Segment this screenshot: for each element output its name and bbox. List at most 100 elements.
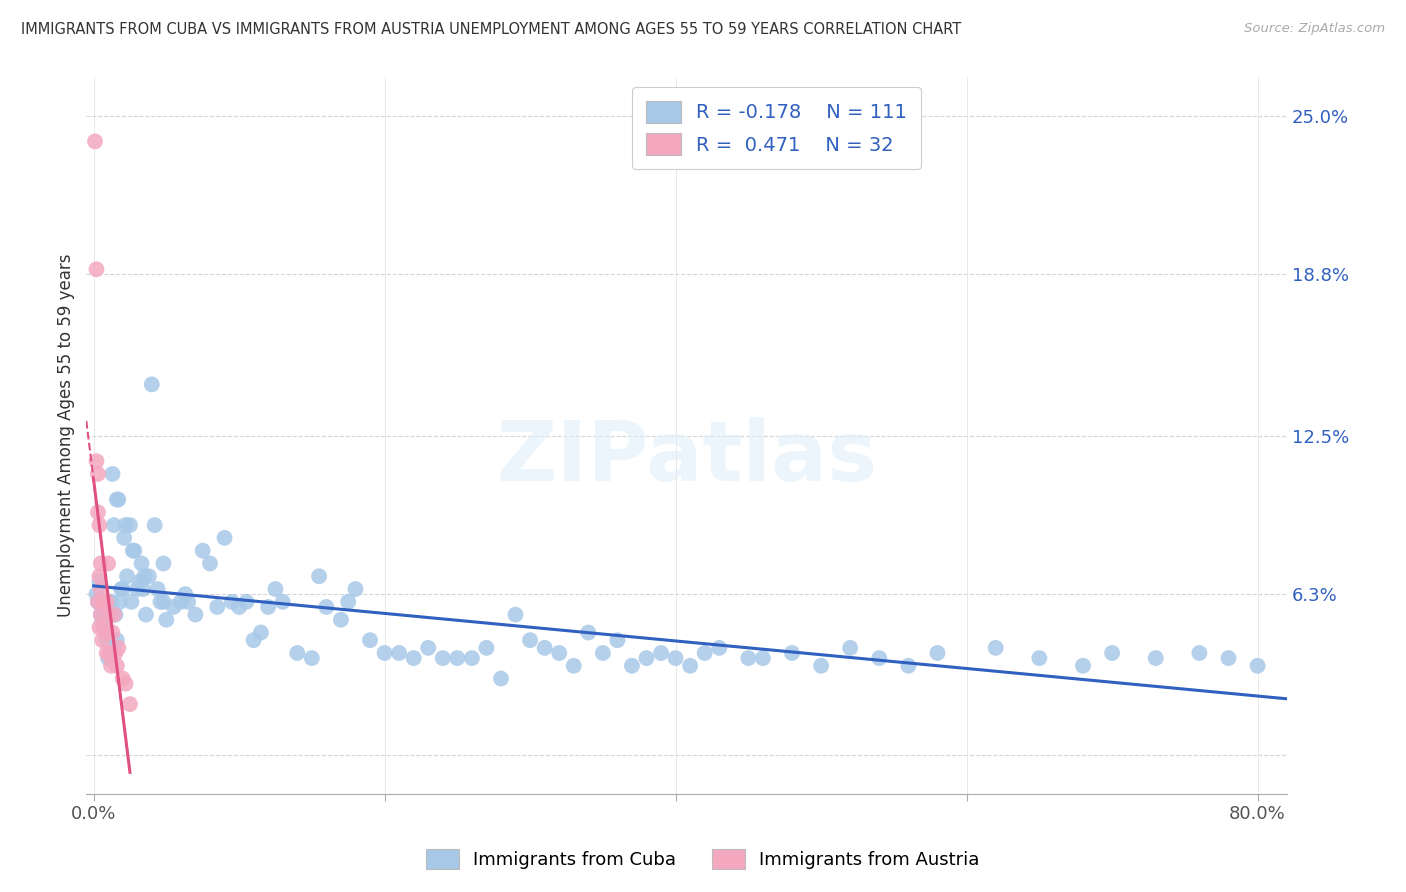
Point: [780, 646, 803, 660]
Legend: R = -0.178    N = 111, R =  0.471    N = 32: R = -0.178 N = 111, R = 0.471 N = 32: [633, 87, 921, 169]
Point: [143, 518, 166, 533]
Point: [177, 595, 200, 609]
Point: [90, 607, 112, 622]
Point: [93, 599, 115, 614]
Point: [461, 651, 484, 665]
Point: [86, 262, 108, 277]
Point: [264, 582, 287, 596]
Point: [149, 595, 172, 609]
Point: [519, 633, 541, 648]
Point: [620, 658, 643, 673]
Point: [432, 651, 454, 665]
Point: [693, 646, 716, 660]
Point: [250, 625, 273, 640]
Point: [93, 620, 115, 634]
Point: [98, 607, 121, 622]
Point: [155, 613, 177, 627]
Point: [679, 658, 702, 673]
Point: [94, 625, 117, 640]
Point: [89, 620, 111, 634]
Point: [96, 633, 118, 648]
Point: [104, 646, 127, 660]
Point: [134, 569, 156, 583]
Point: [87, 595, 110, 609]
Point: [98, 646, 121, 660]
Point: [132, 582, 155, 596]
Point: [359, 633, 381, 648]
Point: [90, 582, 112, 596]
Point: [111, 672, 134, 686]
Point: [548, 646, 571, 660]
Point: [96, 602, 118, 616]
Point: [868, 651, 890, 665]
Point: [665, 651, 688, 665]
Point: [505, 607, 527, 622]
Point: [242, 633, 264, 648]
Point: [89, 574, 111, 589]
Point: [191, 543, 214, 558]
Point: [337, 595, 360, 609]
Point: [207, 599, 229, 614]
Point: [90, 607, 112, 622]
Point: [533, 640, 555, 655]
Point: [1144, 651, 1167, 665]
Point: [108, 595, 131, 609]
Point: [636, 651, 658, 665]
Point: [96, 595, 118, 609]
Point: [927, 646, 949, 660]
Point: [86, 587, 108, 601]
Point: [446, 651, 468, 665]
Point: [86, 454, 108, 468]
Legend: Immigrants from Cuba, Immigrants from Austria: Immigrants from Cuba, Immigrants from Au…: [418, 839, 988, 879]
Point: [344, 582, 367, 596]
Point: [96, 646, 118, 660]
Point: [1188, 646, 1211, 660]
Point: [107, 492, 129, 507]
Point: [709, 640, 731, 655]
Point: [87, 505, 110, 519]
Point: [93, 595, 115, 609]
Point: [1101, 646, 1123, 660]
Point: [100, 658, 122, 673]
Point: [89, 569, 111, 583]
Point: [97, 651, 120, 665]
Point: [162, 599, 184, 614]
Point: [114, 518, 136, 533]
Point: [1028, 651, 1050, 665]
Point: [105, 492, 128, 507]
Point: [124, 543, 146, 558]
Point: [118, 697, 141, 711]
Point: [257, 599, 280, 614]
Point: [135, 607, 157, 622]
Point: [562, 658, 585, 673]
Point: [839, 640, 862, 655]
Point: [228, 599, 250, 614]
Point: [90, 595, 112, 609]
Point: [737, 651, 759, 665]
Point: [418, 640, 440, 655]
Point: [94, 607, 117, 622]
Point: [146, 582, 169, 596]
Point: [271, 595, 294, 609]
Point: [111, 582, 134, 596]
Point: [97, 607, 120, 622]
Point: [121, 543, 143, 558]
Point: [105, 658, 128, 673]
Point: [576, 625, 599, 640]
Point: [87, 595, 110, 609]
Text: Source: ZipAtlas.com: Source: ZipAtlas.com: [1244, 22, 1385, 36]
Point: [129, 574, 152, 589]
Point: [810, 658, 832, 673]
Point: [97, 595, 120, 609]
Point: [112, 531, 135, 545]
Point: [101, 467, 124, 481]
Point: [104, 607, 127, 622]
Point: [89, 518, 111, 533]
Point: [91, 595, 114, 609]
Point: [301, 651, 323, 665]
Point: [91, 615, 114, 630]
Point: [1218, 651, 1240, 665]
Point: [606, 633, 628, 648]
Point: [90, 557, 112, 571]
Point: [752, 651, 775, 665]
